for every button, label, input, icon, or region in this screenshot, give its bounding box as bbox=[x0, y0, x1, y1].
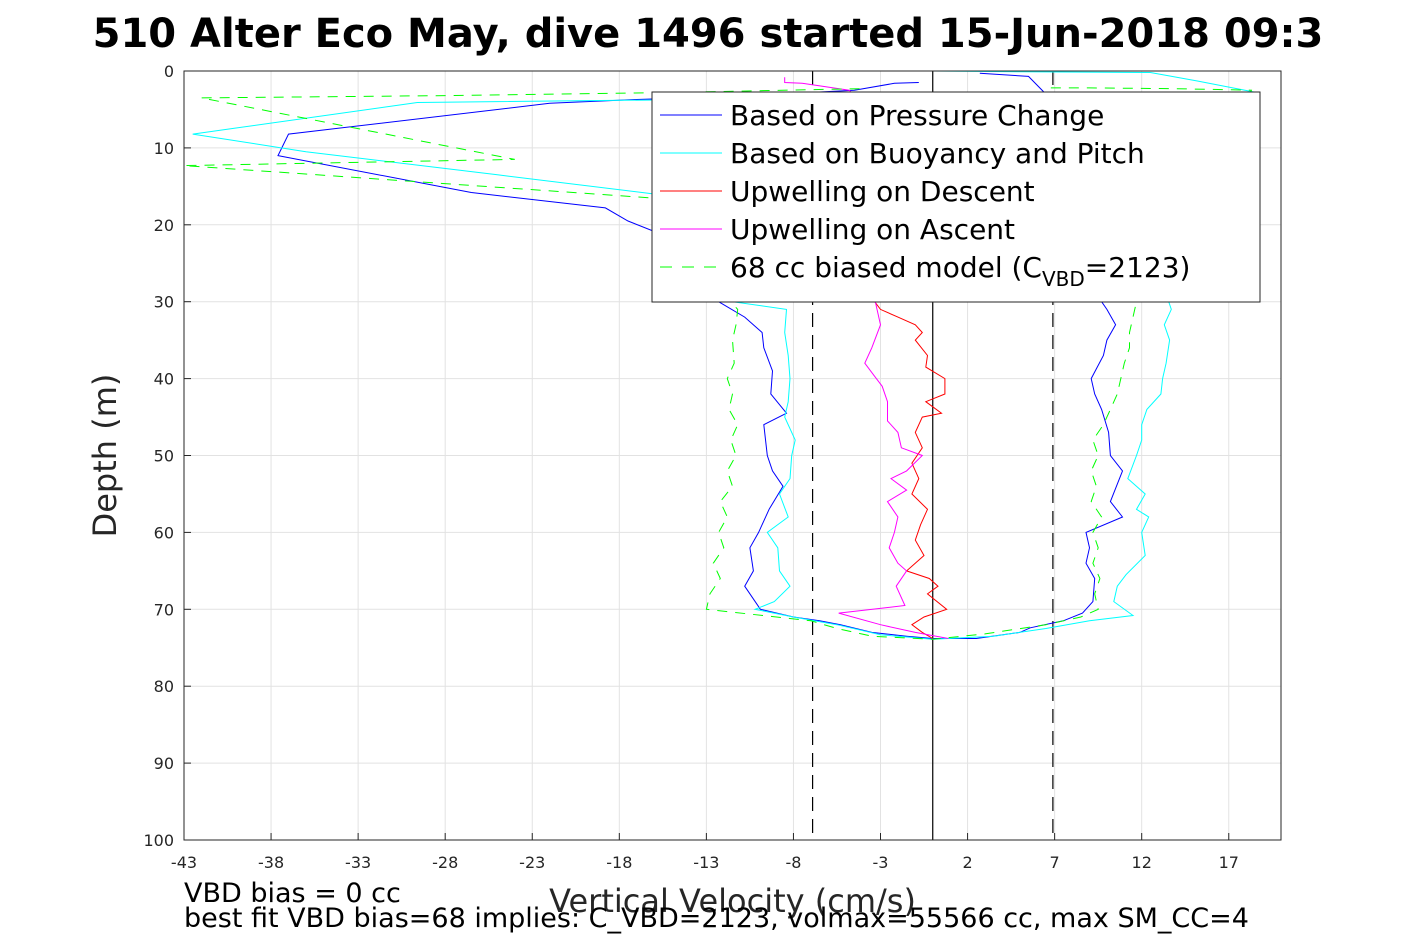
x-tick-label: 7 bbox=[1050, 853, 1060, 872]
y-tick-label: 80 bbox=[154, 677, 174, 696]
x-tick-label: -28 bbox=[432, 853, 458, 872]
y-tick-label: 100 bbox=[143, 831, 174, 850]
axis-ticks: -43 -38 -33 -28 -23 -18 -13 -8 -3 2 7 12 17 0 10 20 30 40… bbox=[143, 62, 1238, 872]
x-tick-label: -3 bbox=[873, 853, 889, 872]
y-tick-label: 30 bbox=[154, 293, 174, 312]
annotation-vbd-bias: VBD bias = 0 cc bbox=[184, 878, 401, 909]
y-tick-label: 50 bbox=[154, 447, 174, 466]
y-tick-label: 40 bbox=[154, 370, 174, 389]
x-axis-label: Vertical Velocity (cm/s) bbox=[549, 882, 916, 920]
x-tick-label: -8 bbox=[785, 853, 801, 872]
legend-label: 68 cc biased model (CVBD=2123) bbox=[730, 251, 1190, 291]
x-tick-label: -23 bbox=[519, 853, 545, 872]
y-tick-label: 90 bbox=[154, 754, 174, 773]
annotation-best-fit: best fit VBD bias=68 implies: C_VBD=2123… bbox=[184, 903, 1249, 934]
x-tick-label: 12 bbox=[1132, 853, 1152, 872]
x-tick-label: -13 bbox=[693, 853, 719, 872]
y-tick-label: 0 bbox=[164, 62, 174, 81]
series-line-2 bbox=[871, 297, 948, 639]
y-axis-label: Depth (m) bbox=[86, 374, 124, 538]
x-tick-label: -33 bbox=[345, 853, 371, 872]
x-tick-label: -18 bbox=[606, 853, 632, 872]
x-tick-label: 2 bbox=[962, 853, 972, 872]
x-tick-label: -38 bbox=[258, 853, 284, 872]
y-tick-label: 10 bbox=[154, 139, 174, 158]
legend-label: Upwelling on Ascent bbox=[730, 213, 1015, 246]
legend: Based on Pressure Change Based on Buoyanc… bbox=[651, 91, 1261, 303]
y-tick-label: 20 bbox=[154, 216, 174, 235]
legend-label: Based on Buoyancy and Pitch bbox=[730, 137, 1145, 170]
legend-box bbox=[651, 91, 1261, 303]
x-tick-label: 17 bbox=[1219, 853, 1239, 872]
chart-title: 510 Alter Eco May, dive 1496 started 15-… bbox=[93, 11, 1324, 57]
series-line-0 bbox=[277, 72, 1124, 639]
y-tick-label: 70 bbox=[154, 600, 174, 619]
y-tick-label: 60 bbox=[154, 523, 174, 542]
x-tick-label: -43 bbox=[171, 853, 197, 872]
legend-label: Upwelling on Descent bbox=[730, 175, 1035, 208]
legend-label: Based on Pressure Change bbox=[730, 99, 1104, 132]
